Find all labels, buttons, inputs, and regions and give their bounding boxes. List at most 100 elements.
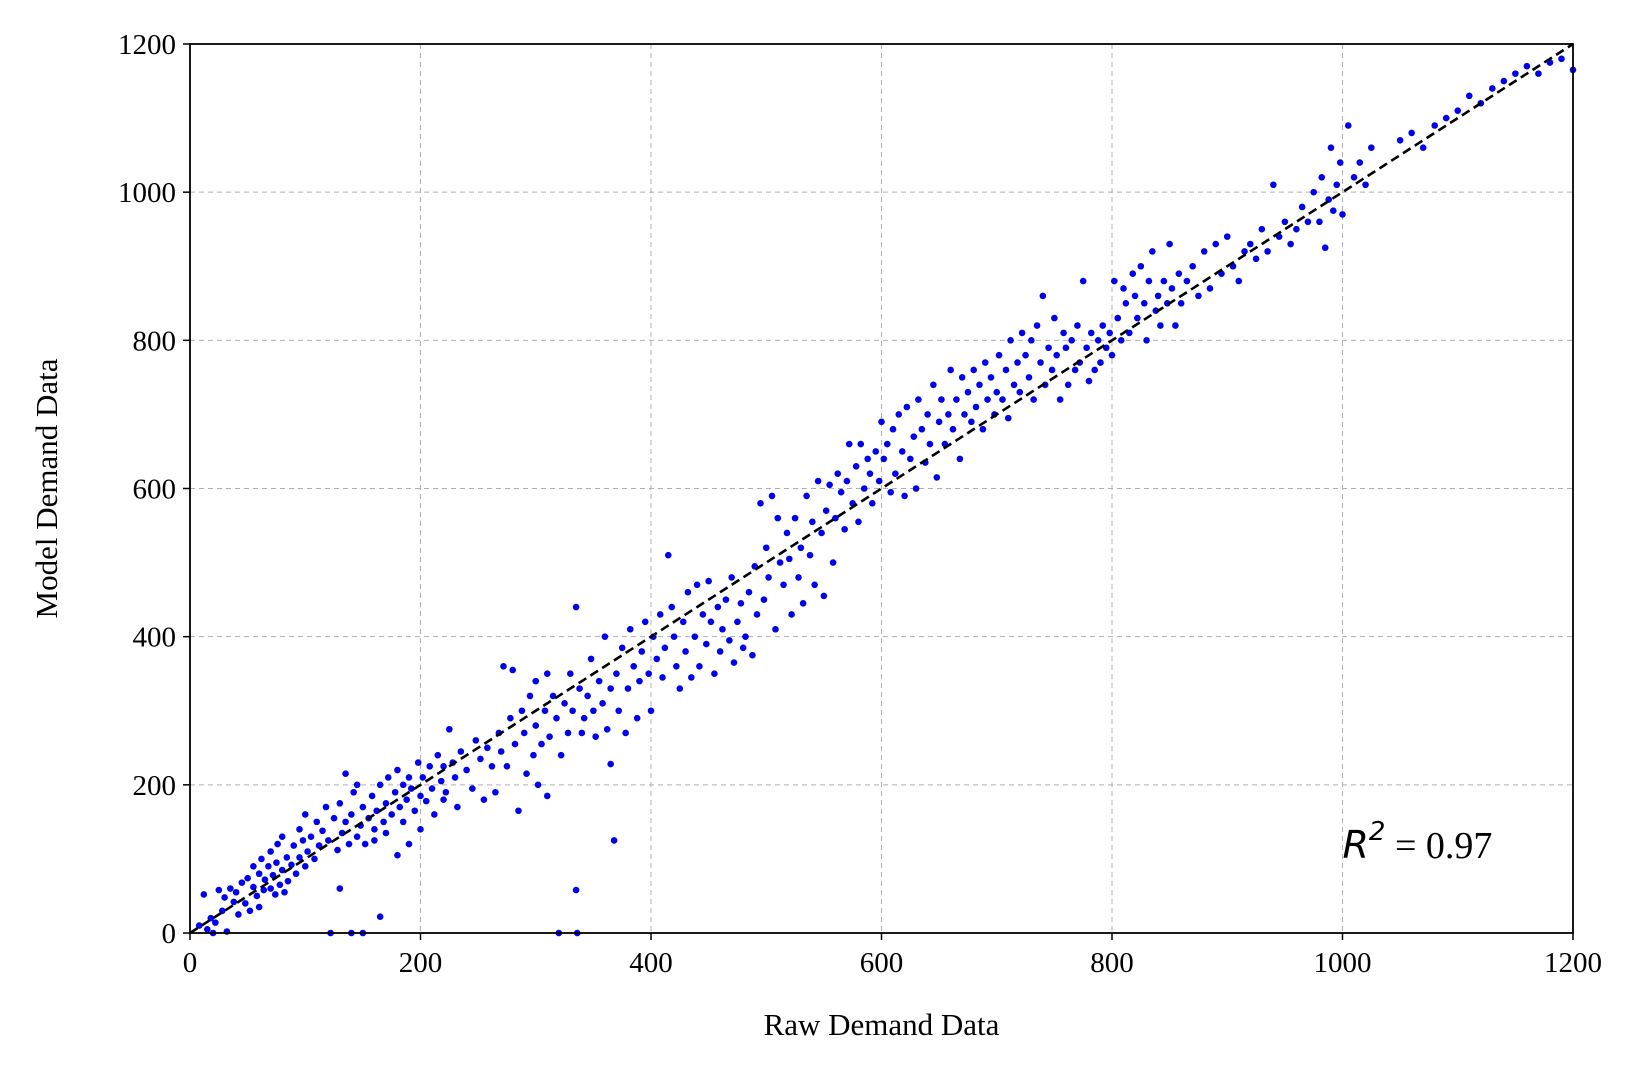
data-point	[968, 418, 975, 426]
data-point	[938, 396, 945, 403]
data-point	[242, 900, 249, 907]
data-point	[1223, 233, 1231, 240]
data-point	[590, 707, 597, 715]
data-point	[1048, 366, 1056, 374]
data-point	[1099, 322, 1107, 329]
data-point	[875, 477, 883, 485]
data-point	[371, 825, 378, 833]
data-point	[454, 803, 461, 811]
data-point	[762, 544, 770, 552]
data-point	[553, 714, 560, 722]
data-point	[1114, 314, 1122, 322]
data-point	[587, 655, 595, 663]
data-point	[265, 863, 272, 870]
data-point	[1270, 181, 1277, 189]
data-point	[244, 874, 251, 882]
data-point	[567, 670, 574, 678]
data-point	[1535, 70, 1542, 77]
data-point	[841, 525, 848, 533]
data-point	[538, 740, 545, 748]
data-point	[200, 891, 208, 898]
data-point	[1083, 344, 1090, 352]
data-point	[1060, 329, 1067, 337]
data-point	[1025, 374, 1033, 381]
data-point	[822, 507, 830, 515]
data-point	[361, 840, 369, 848]
data-point	[653, 655, 661, 663]
data-point	[797, 544, 805, 552]
data-point	[253, 892, 261, 900]
data-point	[520, 729, 528, 737]
data-point	[315, 842, 323, 849]
data-point	[319, 827, 326, 835]
y-tick-label: 600	[133, 474, 177, 506]
data-point	[659, 674, 666, 681]
data-point	[895, 411, 903, 418]
data-point	[1094, 337, 1102, 344]
data-point	[437, 777, 445, 785]
data-point	[296, 825, 303, 833]
x-tick-label: 200	[399, 947, 443, 979]
y-tick-label: 400	[133, 622, 177, 654]
data-point	[1149, 248, 1156, 255]
data-point	[864, 455, 871, 463]
data-point	[610, 837, 618, 844]
data-point	[1140, 299, 1148, 307]
data-point	[872, 448, 880, 455]
data-point	[638, 648, 646, 655]
data-point	[1329, 207, 1337, 214]
data-point	[837, 488, 845, 496]
data-point	[342, 770, 349, 778]
data-point	[670, 633, 678, 640]
data-point	[688, 674, 695, 681]
data-point	[301, 811, 309, 818]
data-point	[255, 903, 263, 911]
data-point	[945, 411, 952, 418]
data-point	[457, 748, 465, 755]
data-point	[384, 774, 392, 781]
data-point	[1068, 337, 1075, 344]
data-point	[407, 785, 415, 792]
data-point	[292, 870, 300, 878]
r-superscript: 2	[1369, 817, 1386, 847]
data-point	[488, 763, 496, 770]
data-point	[889, 425, 897, 433]
data-point	[912, 485, 920, 492]
data-point	[641, 618, 649, 626]
data-point	[1177, 299, 1185, 307]
data-point	[195, 922, 203, 929]
data-point	[342, 818, 349, 826]
data-point	[739, 644, 747, 652]
data-point	[1431, 122, 1438, 129]
data-point	[976, 381, 983, 389]
reference-line-y-equals-x	[189, 42, 1574, 935]
data-point	[1195, 292, 1202, 300]
data-point	[422, 797, 430, 805]
data-point	[783, 529, 791, 537]
data-point	[534, 781, 542, 789]
data-point	[933, 474, 941, 481]
data-point	[1131, 292, 1139, 300]
data-point	[503, 763, 511, 770]
data-point	[1157, 322, 1164, 329]
data-point	[368, 792, 376, 800]
data-point	[299, 837, 307, 844]
data-point	[446, 725, 453, 733]
data-point	[765, 574, 772, 581]
data-point	[477, 755, 484, 763]
data-point	[826, 481, 833, 489]
data-point	[987, 374, 995, 381]
data-point	[276, 881, 284, 889]
data-point	[380, 818, 387, 826]
data-point	[924, 411, 931, 418]
data-point	[705, 577, 712, 585]
data-point	[1097, 359, 1104, 366]
data-point	[915, 396, 922, 403]
data-point	[1134, 314, 1141, 322]
data-point	[1489, 85, 1496, 92]
y-axis-label: Model Demand Data	[29, 358, 64, 618]
data-point	[311, 855, 318, 863]
data-point	[1117, 337, 1125, 344]
data-point	[1002, 366, 1010, 374]
